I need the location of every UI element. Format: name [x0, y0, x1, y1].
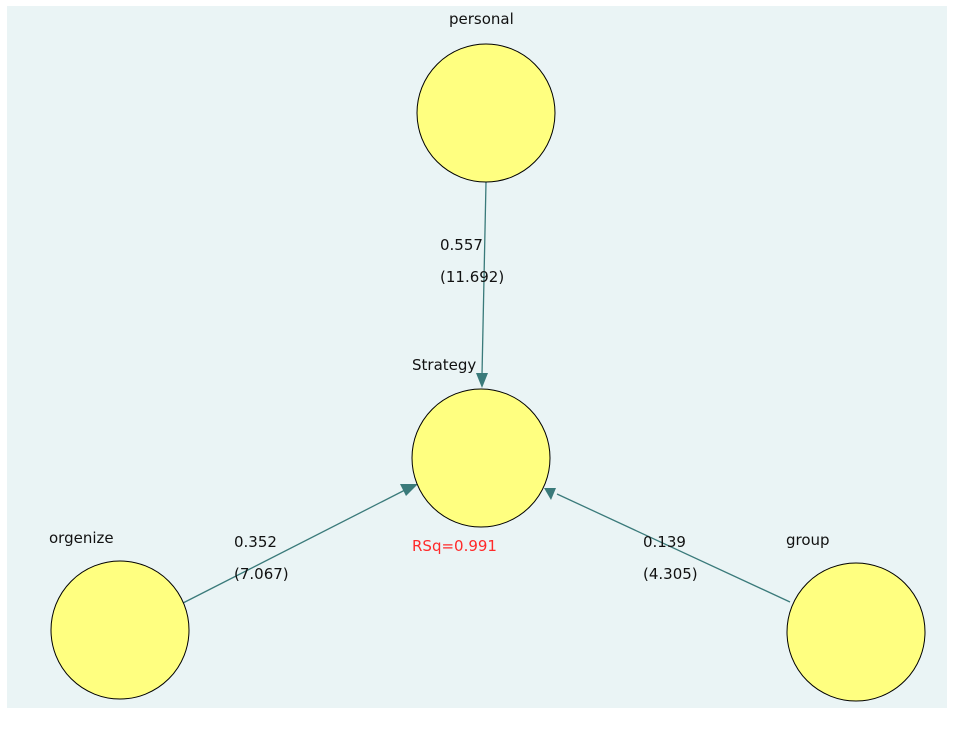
node-label: orgenize [49, 529, 114, 547]
node-personal[interactable]: personal [416, 10, 556, 183]
edge-group-to-strategy[interactable] [544, 488, 791, 603]
node-strategy[interactable]: Strategy RSq=0.991 [411, 356, 551, 555]
node-circle [50, 560, 190, 700]
node-circle [411, 388, 551, 528]
node-group[interactable]: group [786, 531, 926, 702]
arrowhead-icon [400, 484, 418, 496]
path-coefficient: 0.139 [643, 533, 686, 551]
node-circle [786, 562, 926, 702]
edge-personal-to-strategy[interactable] [476, 181, 488, 388]
node-label: personal [449, 10, 514, 28]
edge-line [182, 489, 406, 604]
t-statistic: (7.067) [234, 565, 289, 583]
path-label-organize: 0.352 (7.067) [234, 533, 289, 583]
arrowhead-icon [476, 373, 488, 388]
arrowhead-icon [544, 488, 556, 500]
path-coefficient: 0.352 [234, 533, 277, 551]
edge-organize-to-strategy[interactable] [182, 484, 418, 604]
node-label: group [786, 531, 830, 549]
path-coefficient: 0.557 [440, 236, 483, 254]
t-statistic: (4.305) [643, 565, 698, 583]
edge-line [481, 181, 487, 376]
node-label: Strategy [412, 356, 476, 374]
r-squared-label: RSq=0.991 [412, 537, 497, 555]
node-circle [416, 43, 556, 183]
node-organize[interactable]: orgenize [49, 529, 190, 700]
t-statistic: (11.692) [440, 268, 504, 286]
path-label-group: 0.139 (4.305) [643, 533, 698, 583]
edge-line [556, 493, 791, 603]
path-label-personal: 0.557 (11.692) [440, 236, 504, 286]
